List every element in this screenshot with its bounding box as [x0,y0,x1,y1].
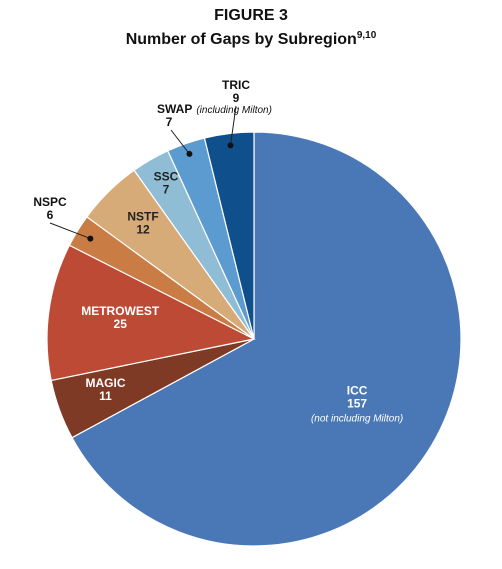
label-ssc: SSC [154,170,179,184]
note-icc: (not including Milton) [311,413,403,424]
value-tric: 9 [233,91,240,105]
value-icc: 157 [347,396,367,410]
slice-tric [203,131,255,340]
slice-icc [71,131,462,547]
label-nspc: NSPC [33,195,67,209]
leader-tric [230,105,237,146]
value-magic: 11 [99,389,112,403]
value-nspc: 6 [47,208,54,222]
subtitle-footnote: 9,10 [356,30,377,41]
leader-lines [49,105,237,242]
chart-header: FIGURE 3 Number of Gaps by Subregion9,10 [0,6,502,50]
label-metrowest: METROWEST [81,304,160,318]
subtitle-text: Number of Gaps by Subregion [125,31,357,48]
leader-swap [170,129,190,155]
label-swap: SWAP (including Milton) [157,102,272,116]
leader-dot-swap [186,150,193,157]
leader-dot-nspc [87,235,94,242]
value-swap: 7 [166,115,173,129]
value-metrowest: 25 [114,317,128,331]
leader-dot-tric [227,142,234,149]
value-ssc: 7 [163,183,170,197]
figure-label: FIGURE 3 [214,7,288,24]
slice-metrowest [46,244,256,382]
label-nstf: NSTF [127,210,158,224]
note-swap: (including Milton) [196,105,272,116]
label-icc: ICC [347,383,368,397]
chart-subtitle: Number of Gaps by Subregion9,10 [0,26,502,50]
value-nstf: 12 [136,223,150,237]
label-tric: TRIC [222,78,250,92]
label-magic: MAGIC [86,376,126,390]
leader-nspc [49,222,91,240]
pie-slices [46,131,462,547]
